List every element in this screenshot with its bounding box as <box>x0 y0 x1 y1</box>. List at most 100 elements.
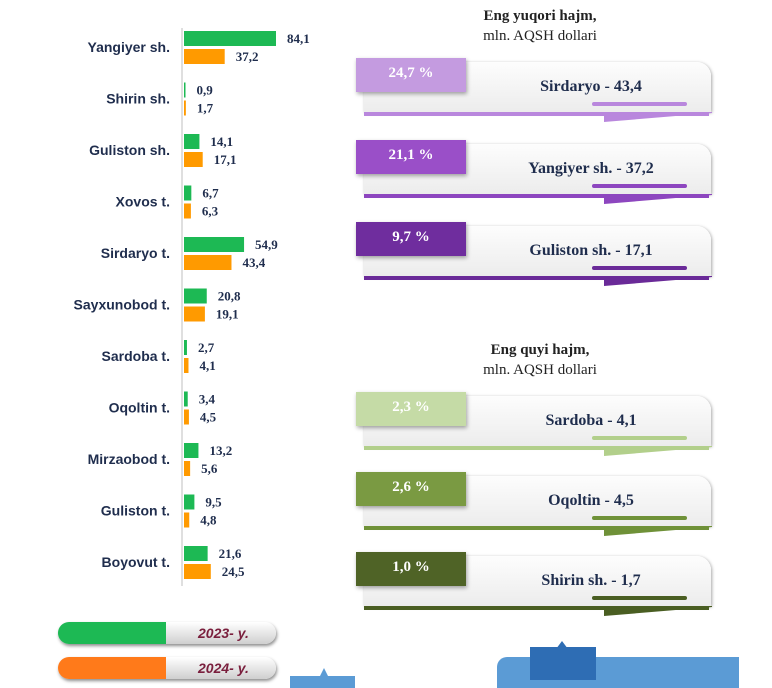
bottom-panel-unit: mln. AQSH dollari <box>483 362 597 378</box>
card-label: Yangiyer sh. - 37,2 <box>528 160 654 177</box>
bar-2023- y. <box>184 546 208 561</box>
percent-badge: 9,7 % <box>356 222 466 256</box>
legend-swatch-2023 <box>58 622 166 644</box>
data-label: 19,1 <box>216 307 239 322</box>
data-label: 24,5 <box>222 564 245 579</box>
bar-2023- y. <box>184 237 245 252</box>
data-label: 21,6 <box>219 546 242 561</box>
bottom-panel-header: Eng quyi hajm, mln. AQSH dollari <box>430 340 650 380</box>
top-panel-title: Eng yuqori hajm, <box>483 8 597 24</box>
bar-2024- y. <box>184 203 191 219</box>
bar-2024- y. <box>184 461 191 476</box>
bar-2023- y. <box>184 391 188 407</box>
data-label: 1,7 <box>197 101 214 116</box>
card-label: Sardoba - 4,1 <box>545 412 637 429</box>
card-baseline <box>364 526 709 530</box>
bar-2023- y. <box>184 443 199 458</box>
data-label: 5,6 <box>201 461 218 476</box>
data-label: 37,2 <box>236 49 259 64</box>
category-label: Guliston sh. <box>89 142 170 158</box>
category-label: Shirin sh. <box>106 91 170 107</box>
decor-block <box>320 668 328 676</box>
ranking-card: 2,6 % Oqoltin - 4,5 <box>356 472 712 538</box>
bar-2023- y. <box>184 288 207 304</box>
bar-2023- y. <box>184 82 186 98</box>
decor-block <box>290 676 355 688</box>
bar-2023- y. <box>184 185 192 201</box>
data-label: 54,9 <box>255 237 278 252</box>
ranking-card: 2,3 % Sardoba - 4,1 <box>356 392 712 458</box>
data-label: 9,5 <box>205 495 222 510</box>
card-accent-line <box>592 102 687 106</box>
data-label: 17,1 <box>214 152 237 167</box>
bar-2023- y. <box>184 340 187 355</box>
data-label: 6,7 <box>202 186 219 201</box>
bar-2024- y. <box>184 564 211 579</box>
legend-label-2023: 2023- y. <box>198 625 249 641</box>
bar-2024- y. <box>184 49 225 64</box>
legend-item-2023: 2023- y. <box>58 622 276 644</box>
data-label: 2,7 <box>198 340 215 355</box>
card-ribbon <box>604 606 712 616</box>
bar-2024- y. <box>184 512 190 528</box>
ranking-card: 21,1 % Yangiyer sh. - 37,2 <box>356 140 712 206</box>
bar-2024- y. <box>184 358 189 373</box>
decor-block <box>530 647 596 680</box>
top-panel-unit: mln. AQSH dollari <box>483 28 597 44</box>
card-ribbon <box>604 276 712 286</box>
data-label: 4,5 <box>200 410 217 425</box>
data-label: 3,4 <box>199 392 216 407</box>
card-accent-line <box>592 436 687 440</box>
category-label: Mirzaobod t. <box>88 451 170 467</box>
bar-group: Yangiyer sh. 84,1 37,2 Shirin sh. 0,9 1,7 Guli… <box>74 31 310 579</box>
decor-block <box>556 641 568 649</box>
bottom-panel-title: Eng quyi hajm, <box>490 342 590 358</box>
data-label: 43,4 <box>242 255 265 270</box>
percent-badge: 1,0 % <box>356 552 466 586</box>
category-label: Guliston t. <box>101 503 170 519</box>
data-label: 0,9 <box>197 83 214 98</box>
bar-2024- y. <box>184 255 232 270</box>
card-accent-line <box>592 184 687 188</box>
legend-label-2024: 2024- y. <box>198 660 249 676</box>
bar-2023- y. <box>184 134 200 149</box>
card-label: Oqoltin - 4,5 <box>548 492 634 509</box>
data-label: 14,1 <box>210 134 233 149</box>
bar-2024- y. <box>184 306 205 322</box>
card-ribbon <box>604 194 712 204</box>
card-baseline <box>364 606 709 610</box>
card-ribbon <box>604 446 712 456</box>
card-accent-line <box>592 266 687 270</box>
data-label: 84,1 <box>287 31 310 46</box>
category-label: Sayxunobod t. <box>74 297 170 313</box>
card-baseline <box>364 112 709 116</box>
legend-item-2024: 2024- y. <box>58 657 276 679</box>
card-accent-line <box>592 516 687 520</box>
legend-swatch-2024 <box>58 657 166 679</box>
ranking-card: 1,0 % Shirin sh. - 1,7 <box>356 552 712 618</box>
bar-chart: Yangiyer sh. 84,1 37,2 Shirin sh. 0,9 1,7 Guli… <box>74 28 310 586</box>
percent-badge: 2,3 % <box>356 392 466 426</box>
card-label: Guliston sh. - 17,1 <box>529 242 653 259</box>
category-label: Oqoltin t. <box>109 400 170 416</box>
bar-2024- y. <box>184 100 186 116</box>
card-label: Shirin sh. - 1,7 <box>541 572 641 589</box>
data-label: 13,2 <box>209 443 232 458</box>
bar-2023- y. <box>184 494 195 510</box>
bar-2024- y. <box>184 152 203 167</box>
card-ribbon <box>604 112 712 122</box>
card-label: Sirdaryo - 43,4 <box>540 78 642 95</box>
bar-2024- y. <box>184 409 189 425</box>
ranking-card: 9,7 % Guliston sh. - 17,1 <box>356 222 712 288</box>
percent-badge: 24,7 % <box>356 58 466 92</box>
data-label: 4,1 <box>199 358 215 373</box>
category-label: Sardoba t. <box>102 348 170 364</box>
top-panel-header: Eng yuqori hajm, mln. AQSH dollari <box>430 6 650 46</box>
ranking-card: 24,7 % Sirdaryo - 43,4 <box>356 58 712 124</box>
category-label: Sirdaryo t. <box>101 245 170 261</box>
bar-2023- y. <box>184 31 276 46</box>
percent-badge: 21,1 % <box>356 140 466 174</box>
category-label: Xovos t. <box>116 194 170 210</box>
card-baseline <box>364 446 709 450</box>
data-label: 4,8 <box>200 513 217 528</box>
